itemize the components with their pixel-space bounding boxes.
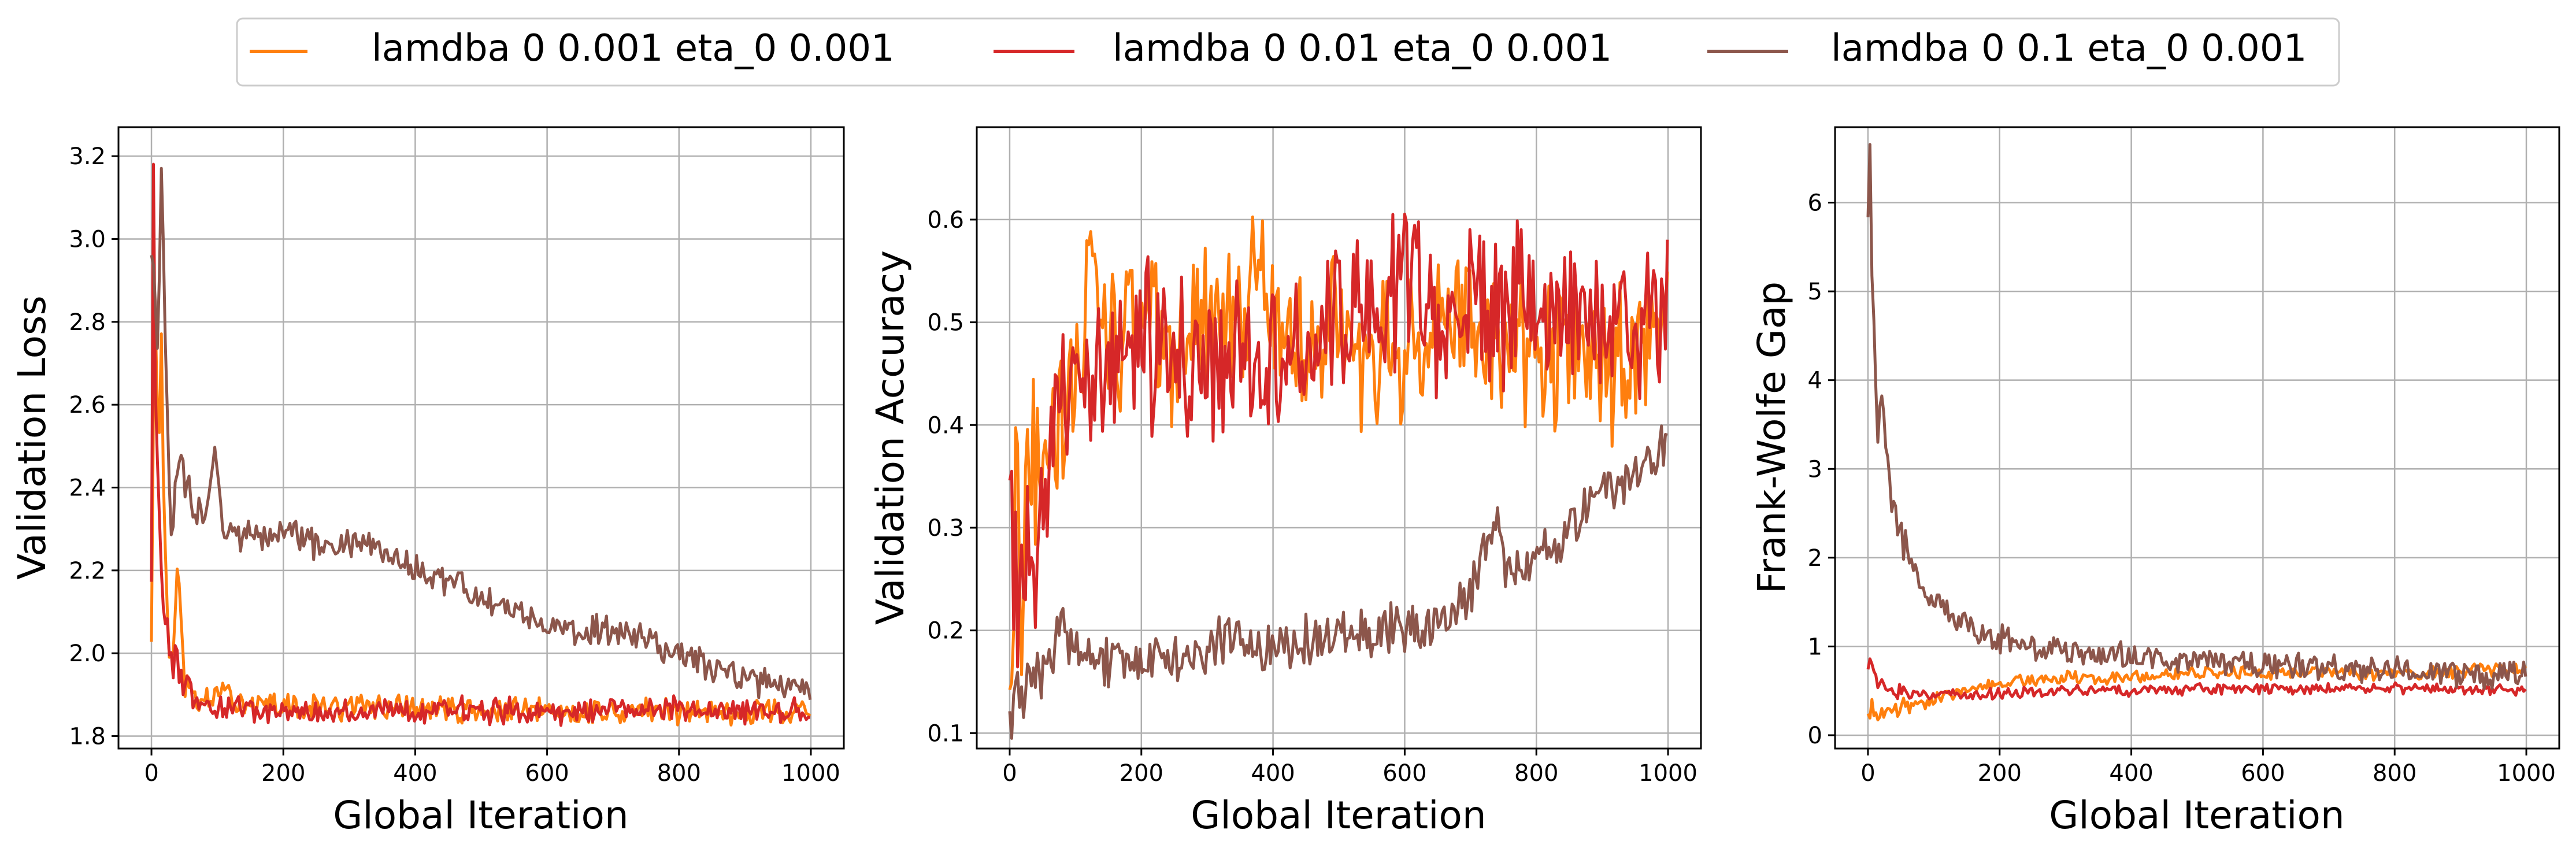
panel-2-plot-area	[1866, 143, 2527, 721]
ytick-label: 3	[1808, 456, 1822, 483]
ytick-label: 3.2	[69, 143, 106, 170]
panel-1-xlabel: Global Iteration	[1191, 793, 1486, 838]
series-line-lamdba-0-0-001-eta-0-0-001	[1008, 215, 1669, 691]
legend-label-2: lamdba 0 0.1 eta_0 0.001	[1831, 27, 2307, 70]
ytick-label: 2.6	[69, 392, 106, 418]
ytick-label: 2.0	[69, 640, 106, 667]
panel-0-ticks: 0 200 400 600 800 1000 1.8 2.0 2.2 2.4 2.6 2.8 3.0 3.…	[69, 143, 840, 787]
panel-1-ylabel: Validation Accuracy	[868, 250, 913, 625]
panel-0-frame	[117, 126, 845, 750]
xtick-label: 800	[2373, 760, 2416, 787]
xtick-label: 0	[144, 760, 158, 787]
ytick-label: 0.4	[927, 412, 964, 439]
xtick-label: 1000	[1639, 760, 1697, 787]
series-line-lamdba-0-0-1-eta-0-0-001	[1008, 424, 1668, 740]
xtick-label: 400	[2109, 760, 2153, 787]
ytick-label: 2.4	[69, 475, 106, 502]
panel-2-xlabel: Global Iteration	[2049, 793, 2344, 838]
legend-frame	[236, 17, 2340, 87]
panel-0-xlabel: Global Iteration	[333, 793, 628, 838]
ytick-label: 0.6	[927, 207, 964, 234]
ytick-label: 2.8	[69, 309, 106, 336]
xtick-label: 1000	[781, 760, 840, 787]
xtick-label: 400	[393, 760, 437, 787]
xtick-label: 600	[525, 760, 569, 787]
ytick-label: 2	[1808, 545, 1822, 572]
panel-2-grid	[1835, 127, 2559, 749]
legend-entry-1: lamdba 0 0.01 eta_0 0.001	[994, 27, 1612, 70]
ytick-label: 0.2	[927, 618, 964, 644]
xtick-label: 0	[1002, 760, 1017, 787]
panel-2-frame	[1834, 126, 2560, 750]
xtick-label: 0	[1860, 760, 1875, 787]
panel-2-ylabel: Frank-Wolfe Gap	[1750, 281, 1794, 594]
ytick-label: 5	[1808, 279, 1822, 305]
panel-validation-loss: 0 200 400 600 800 1000 1.8 2.0 2.2 2.4 2.6 2.8 3.0 3.…	[10, 126, 845, 838]
ytick-label: 0.5	[927, 310, 964, 336]
panel-1-frame	[976, 126, 1702, 750]
panel-frank-wolfe-gap: 0 200 400 600 800 1000 0 1 2 3 4 5 6 Global Iteratio…	[1750, 126, 2560, 838]
xtick-label: 600	[1382, 760, 1426, 787]
ytick-label: 4	[1808, 368, 1822, 394]
panel-0-ylabel: Validation Loss	[10, 295, 54, 580]
legend-entry-0: lamdba 0 0.001 eta_0 0.001	[250, 27, 895, 70]
legend: lamdba 0 0.001 eta_0 0.001 lamdba 0 0.01…	[236, 17, 2340, 87]
ytick-label: 2.2	[69, 558, 106, 584]
legend-label-0: lamdba 0 0.001 eta_0 0.001	[372, 27, 895, 70]
ytick-label: 1	[1808, 634, 1822, 660]
xtick-label: 600	[2241, 760, 2285, 787]
ytick-label: 3.0	[69, 227, 106, 253]
panel-validation-accuracy: 0 200 400 600 800 1000 0.1 0.2 0.3 0.4 0.5 0.6 Glob…	[868, 126, 1702, 838]
panel-1-ticks: 0 200 400 600 800 1000 0.1 0.2 0.3 0.4 0.5 0.6	[927, 207, 1697, 787]
legend-entry-2: lamdba 0 0.1 eta_0 0.001	[1707, 27, 2307, 70]
xtick-label: 200	[1120, 760, 1163, 787]
series-line-lamdba-0-0-1-eta-0-0-001	[1866, 143, 2527, 690]
series-line-lamdba-0-0-1-eta-0-0-001	[150, 166, 812, 701]
ytick-label: 0	[1808, 723, 1822, 749]
series-line-lamdba-0-0-01-eta-0-0-001	[1866, 657, 2527, 701]
panel-1-plot-area	[1008, 212, 1669, 740]
xtick-label: 800	[1514, 760, 1558, 787]
series-line-lamdba-0-0-01-eta-0-0-001	[1008, 212, 1669, 669]
ytick-label: 1.8	[69, 724, 106, 750]
ytick-label: 6	[1808, 190, 1822, 217]
panel-0-plot-area	[150, 162, 812, 727]
xtick-label: 200	[1978, 760, 2022, 787]
xtick-label: 400	[1251, 760, 1295, 787]
legend-label-1: lamdba 0 0.01 eta_0 0.001	[1113, 27, 1612, 70]
xtick-label: 1000	[2497, 760, 2556, 787]
series-line-lamdba-0-0-01-eta-0-0-001	[150, 162, 811, 727]
ytick-label: 0.3	[927, 515, 964, 542]
xtick-label: 200	[261, 760, 305, 787]
panel-2-ticks: 0 200 400 600 800 1000 0 1 2 3 4 5 6	[1808, 190, 2556, 787]
ytick-label: 0.1	[927, 720, 964, 747]
xtick-label: 800	[657, 760, 701, 787]
